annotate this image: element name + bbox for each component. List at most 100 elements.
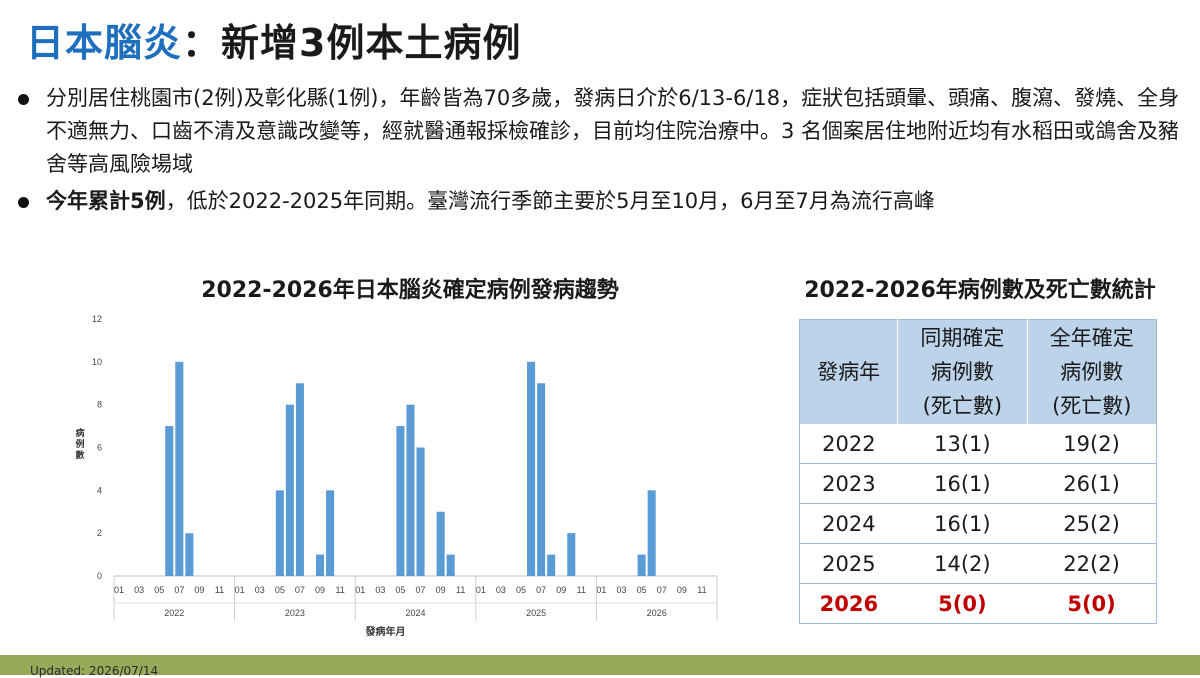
x-tick-label: 07 bbox=[295, 585, 305, 595]
bar-2024-10 bbox=[446, 554, 455, 576]
cell-same-period: 13(1) bbox=[897, 424, 1028, 464]
year-label: 2025 bbox=[526, 608, 546, 618]
slide-title-disease: 日本腦炎 bbox=[26, 21, 183, 65]
header-full-year: 全年確定 病例數 (死亡數) bbox=[1027, 319, 1157, 424]
y-tick-label: 4 bbox=[97, 485, 102, 495]
cell-same-period: 14(2) bbox=[897, 543, 1028, 584]
x-axis-label: 發病年月 bbox=[365, 625, 406, 638]
bar-2023-9 bbox=[316, 554, 325, 576]
bullet-bold-text: 今年累計5例 bbox=[46, 189, 166, 213]
bar-2024-6 bbox=[406, 404, 415, 576]
y-tick-label: 2 bbox=[97, 528, 102, 538]
y-axis-label: 例 bbox=[75, 438, 84, 449]
bullet-dot-icon bbox=[18, 94, 29, 105]
x-tick-label: 01 bbox=[476, 585, 486, 595]
cell-year: 2026 bbox=[799, 583, 898, 624]
x-tick-label: 01 bbox=[596, 585, 606, 595]
x-tick-label: 01 bbox=[114, 585, 124, 595]
y-tick-label: 12 bbox=[92, 314, 102, 324]
year-label: 2023 bbox=[285, 608, 305, 618]
x-tick-label: 11 bbox=[577, 585, 586, 595]
bar-2025-10 bbox=[567, 533, 576, 576]
footer-bar bbox=[0, 655, 1200, 675]
x-tick-label: 05 bbox=[275, 585, 285, 595]
cell-year: 2025 bbox=[799, 543, 898, 584]
x-tick-label: 05 bbox=[154, 585, 164, 595]
cell-full-year: 5(0) bbox=[1027, 583, 1157, 624]
bar-2022-6 bbox=[165, 426, 174, 576]
bar-2025-8 bbox=[547, 554, 556, 576]
x-tick-label: 03 bbox=[375, 585, 385, 595]
y-tick-label: 6 bbox=[97, 443, 102, 453]
bar-2023-7 bbox=[295, 383, 304, 576]
bar-2026-6 bbox=[647, 490, 656, 576]
bar-chart: 0 2 4 6 8 10 12 病例數 01 03 05 07 09 11 01 03 05 07 09 11 01 03… bbox=[75, 314, 718, 638]
x-tick-label: 03 bbox=[134, 585, 144, 595]
x-tick-label: 07 bbox=[657, 585, 667, 595]
table-row: 2022 13(1) 19(2) bbox=[799, 424, 1157, 464]
x-tick-label: 11 bbox=[335, 585, 344, 595]
year-label: 2022 bbox=[164, 608, 184, 618]
x-tick-label: 05 bbox=[637, 585, 647, 595]
bar-2026-5 bbox=[637, 554, 646, 576]
x-tick-label: 09 bbox=[315, 585, 325, 595]
cell-same-period: 5(0) bbox=[897, 583, 1028, 624]
year-label: 2026 bbox=[647, 608, 667, 618]
bar-2025-6 bbox=[527, 361, 536, 576]
chart-title: 2022-2026年日本腦炎確定病例發病趨勢 bbox=[201, 278, 619, 303]
y-tick-label: 0 bbox=[97, 571, 102, 581]
bullet-dot-icon bbox=[18, 197, 29, 208]
table-title: 2022-2026年病例數及死亡數統計 bbox=[804, 278, 1156, 303]
bar-2023-10 bbox=[326, 490, 335, 576]
bullet-text: 分別居住桃園市(2例)及彰化縣(1例)，年齡皆為70多歲，發病日介於6/13-6… bbox=[46, 86, 1180, 176]
x-tick-label: 03 bbox=[617, 585, 627, 595]
x-tick-label: 03 bbox=[255, 585, 265, 595]
y-axis-label: 數 bbox=[75, 449, 85, 460]
table-row: 2024 16(1) 25(2) bbox=[799, 503, 1157, 544]
y-tick-label: 10 bbox=[92, 357, 102, 367]
table-row-highlighted: 2026 5(0) 5(0) bbox=[799, 583, 1157, 624]
header-same-period: 同期確定 病例數 (死亡數) bbox=[897, 319, 1028, 424]
x-tick-label: 11 bbox=[697, 585, 706, 595]
bar-2024-7 bbox=[416, 447, 425, 576]
bullet-list: 分別居住桃園市(2例)及彰化縣(1例)，年齡皆為70多歲，發病日介於6/13-6… bbox=[18, 82, 1188, 222]
y-tick-label: 8 bbox=[97, 400, 102, 410]
bullet-item: 今年累計5例，低於2022-2025年同期。臺灣流行季節主要於5月至10月，6月… bbox=[18, 185, 1188, 218]
x-tick-label: 07 bbox=[416, 585, 426, 595]
cell-full-year: 22(2) bbox=[1027, 543, 1157, 584]
x-tick-label: 07 bbox=[536, 585, 546, 595]
x-tick-label: 09 bbox=[436, 585, 446, 595]
cell-year: 2022 bbox=[799, 424, 898, 464]
cell-same-period: 16(1) bbox=[897, 503, 1028, 544]
y-axis-label: 病 bbox=[75, 427, 84, 438]
header-year: 發病年 bbox=[799, 319, 899, 424]
updated-date: Updated: 2026/07/14 bbox=[30, 664, 159, 678]
x-tick-label: 09 bbox=[194, 585, 204, 595]
cell-year: 2023 bbox=[799, 463, 898, 504]
table-row: 2025 14(2) 22(2) bbox=[799, 543, 1157, 584]
x-tick-label: 03 bbox=[496, 585, 506, 595]
table-header-row: 發病年 同期確定 病例數 (死亡數) 全年確定 病例數 (死亡數) bbox=[799, 319, 1157, 424]
x-tick-label: 11 bbox=[456, 585, 465, 595]
cell-full-year: 25(2) bbox=[1027, 503, 1157, 544]
bar-2022-7 bbox=[175, 361, 184, 576]
slide-title: 日本腦炎：新增3例本土病例 bbox=[26, 12, 521, 67]
stats-table: 發病年 同期確定 病例數 (死亡數) 全年確定 病例數 (死亡數) 2022 13(1)… bbox=[799, 319, 1157, 624]
x-tick-label: 09 bbox=[677, 585, 687, 595]
cell-full-year: 26(1) bbox=[1027, 463, 1157, 504]
x-tick-label: 05 bbox=[395, 585, 405, 595]
table-row: 2023 16(1) 26(1) bbox=[799, 463, 1157, 504]
bullet-text: ，低於2022-2025年同期。臺灣流行季節主要於5月至10月，6月至7月為流行… bbox=[165, 189, 935, 213]
cell-same-period: 16(1) bbox=[897, 463, 1028, 504]
bullet-item: 分別居住桃園市(2例)及彰化縣(1例)，年齡皆為70多歲，發病日介於6/13-6… bbox=[18, 82, 1188, 181]
x-tick-label: 11 bbox=[215, 585, 224, 595]
slide-title-headline: ：新增3例本土病例 bbox=[182, 21, 522, 65]
x-tick-label: 01 bbox=[235, 585, 245, 595]
cell-full-year: 19(2) bbox=[1027, 424, 1157, 464]
bar-2025-7 bbox=[537, 383, 546, 576]
bar-2024-5 bbox=[396, 426, 405, 576]
bar-2024-9 bbox=[436, 511, 445, 576]
x-tick-label: 07 bbox=[174, 585, 184, 595]
cell-year: 2024 bbox=[799, 503, 898, 544]
x-tick-label: 09 bbox=[556, 585, 566, 595]
